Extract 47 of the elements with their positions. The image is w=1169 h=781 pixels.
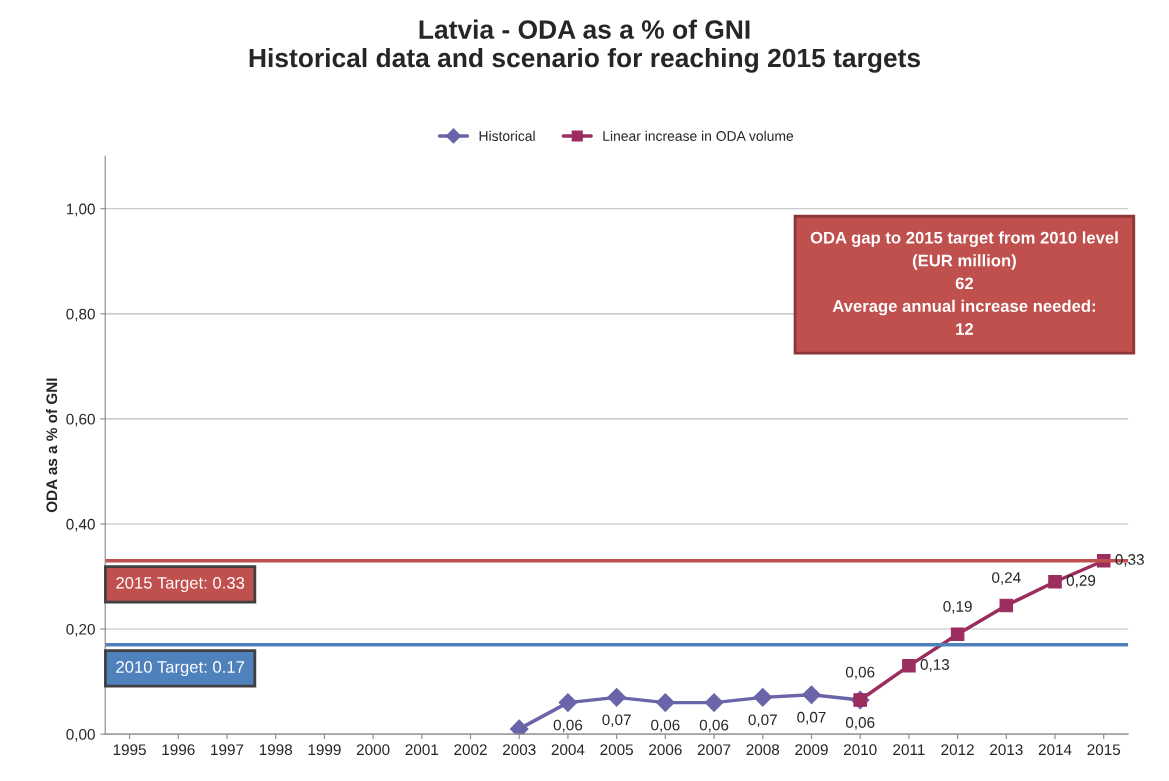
y-tick-label: 0,60: [66, 413, 95, 427]
y-axis-title: ODA as a % of GNI: [45, 378, 58, 513]
x-tick-label: 1995: [113, 744, 146, 756]
x-tick-label: 1996: [162, 744, 195, 756]
x-tick-label: 2006: [649, 744, 682, 756]
data-label: 0,07: [748, 714, 777, 728]
y-tick-label: 0,40: [66, 518, 95, 532]
data-label: 0,06: [699, 719, 729, 733]
annotation: ODA gap to 2015 target from 2010 level (EUR million) 62 Average annual increase needed: 12: [810, 231, 1118, 335]
data-label: 0,06: [845, 717, 875, 730]
x-tick-label: 2009: [795, 744, 828, 756]
x-tick-label: 2000: [356, 744, 390, 756]
x-tick-label: 1997: [211, 744, 244, 756]
legend-label: Historical: [479, 130, 535, 141]
data-label: 0,13: [920, 659, 950, 672]
x-tick-label: 2011: [893, 744, 925, 756]
y-tick-label: 1,00: [66, 203, 95, 217]
y-tick-label: 0,80: [66, 308, 95, 322]
y-tick-label: 0,00: [66, 729, 95, 742]
x-tick-label: 2007: [697, 744, 731, 756]
x-tick-label: 2002: [454, 744, 487, 756]
y-tick-label: 0,20: [66, 623, 95, 637]
x-tick-label: 2004: [551, 744, 585, 756]
x-tick-label: 2008: [746, 744, 780, 756]
x-tick-label: 2001: [405, 744, 439, 756]
x-tick-label: 2012: [941, 744, 974, 756]
x-tick-label: 2003: [503, 744, 536, 756]
x-tick-label: 2013: [990, 744, 1023, 756]
chart-title: Latvia - ODA as a % of GNI Historical data and scenario for reaching 2015 targets: [249, 19, 921, 73]
legend-label: Linear increase in ODA volume: [603, 130, 794, 141]
x-tick-label: 2014: [1038, 744, 1072, 756]
x-tick-label: 2005: [600, 744, 633, 756]
data-label: 0,07: [602, 714, 631, 728]
data-label: 0,06: [845, 666, 875, 680]
x-tick-label: 1999: [308, 744, 341, 756]
data-label: 0,06: [553, 719, 583, 733]
x-tick-label: 2010: [843, 744, 877, 756]
x-tick-label: 1998: [259, 744, 293, 756]
ref-line-label: 2010 Target: 0.17: [116, 661, 245, 677]
data-label: 0,19: [943, 601, 972, 614]
ref-line-label: 2015 Target: 0.33: [116, 576, 245, 593]
data-label: 0,29: [1066, 575, 1096, 588]
data-label: 0,07: [797, 711, 826, 725]
data-label: 0,24: [992, 572, 1021, 585]
data-label: 0,06: [651, 719, 680, 733]
x-tick-label: 2015: [1087, 744, 1121, 756]
data-label: 0,33: [1115, 554, 1144, 567]
